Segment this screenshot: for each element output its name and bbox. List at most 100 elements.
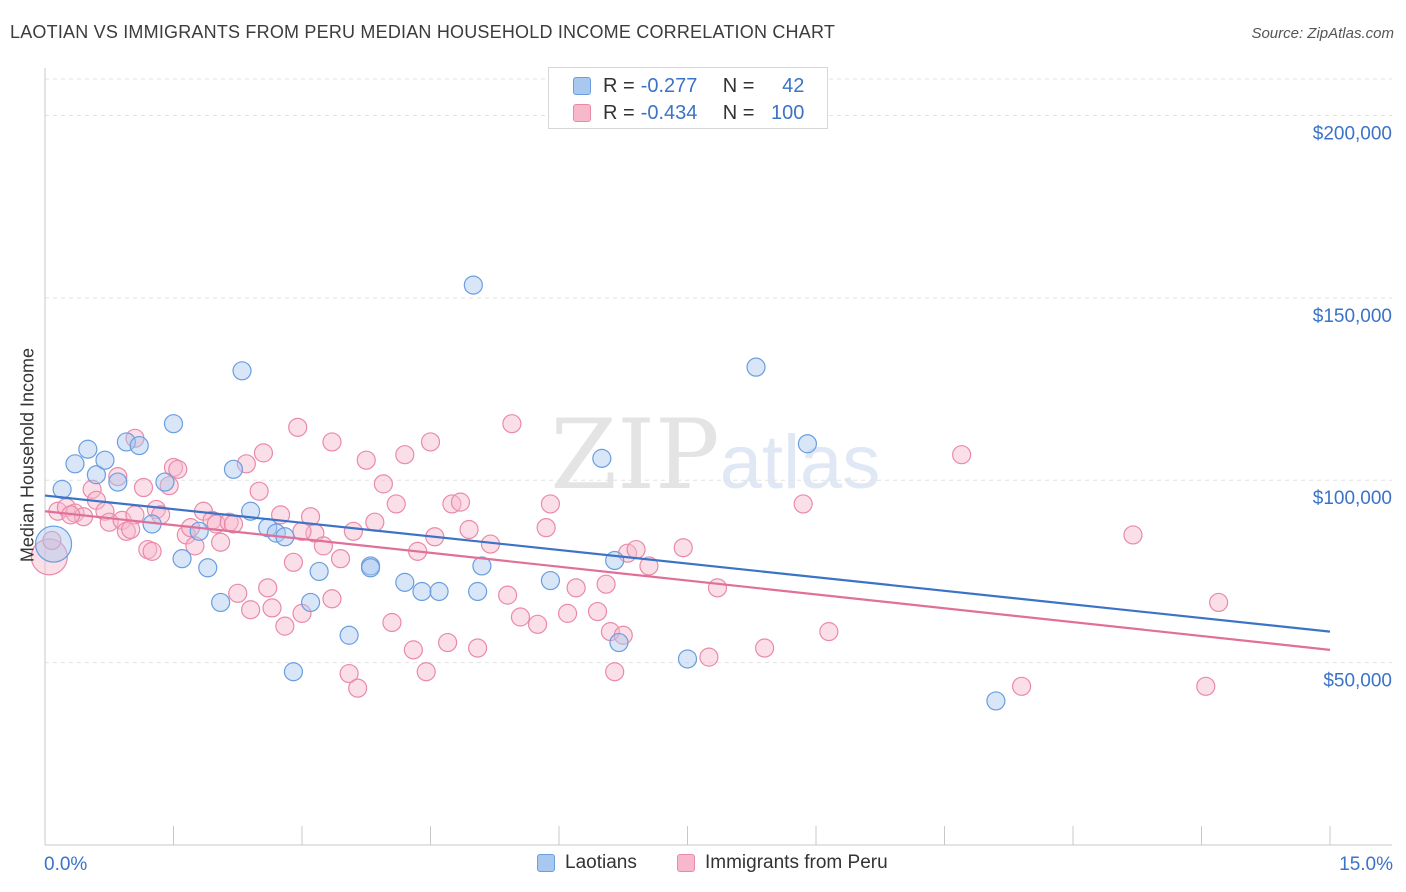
peru-point bbox=[262, 598, 282, 618]
legend-row-laotians: R = -0.277 N = 42 bbox=[573, 74, 804, 98]
peru-point bbox=[365, 512, 385, 532]
legend-swatch-peru bbox=[573, 104, 591, 122]
peru-point bbox=[249, 481, 269, 501]
legend-r-value: -0.434 bbox=[640, 101, 698, 124]
legend-n-label: N = bbox=[722, 74, 755, 97]
peru-point bbox=[168, 459, 188, 479]
source-label: Source: ZipAtlas.com bbox=[1251, 25, 1394, 42]
legend-r-label: R = bbox=[603, 74, 635, 97]
legend-n-label: N = bbox=[722, 101, 755, 124]
peru-trend-line bbox=[44, 510, 1331, 651]
x-tick-label: 15.0% bbox=[1339, 854, 1393, 875]
laotian-point bbox=[86, 465, 107, 485]
legend-n-value: 42 bbox=[782, 74, 805, 97]
peru-point bbox=[356, 450, 376, 470]
laotian-point bbox=[592, 448, 612, 468]
laotian-point bbox=[360, 558, 381, 578]
laotian-point bbox=[95, 450, 115, 470]
peru-point bbox=[450, 492, 471, 512]
laotian-point bbox=[746, 357, 766, 377]
laotian-point bbox=[129, 435, 149, 456]
peru-point bbox=[540, 494, 561, 514]
peru-point bbox=[275, 616, 295, 636]
peru-point bbox=[403, 640, 423, 660]
laotian-point bbox=[108, 472, 128, 492]
y-axis-label: Median Household Income bbox=[17, 347, 38, 563]
laotian-point bbox=[339, 625, 359, 645]
y-tick-label: $200,000 bbox=[1313, 123, 1392, 144]
peru-point bbox=[793, 494, 813, 514]
peru-point bbox=[1209, 592, 1229, 613]
peru-point bbox=[330, 549, 351, 569]
laotian-point bbox=[163, 414, 184, 434]
laotian-point bbox=[172, 549, 192, 569]
legend-row-peru: R = -0.434 N = 100 bbox=[573, 101, 804, 125]
peru-point bbox=[30, 538, 68, 576]
peru-point bbox=[699, 647, 719, 667]
peru-point bbox=[819, 622, 839, 642]
peru-point bbox=[253, 443, 274, 463]
bottom-legend-label-peru: Immigrants from Peru bbox=[705, 852, 888, 873]
peru-point bbox=[510, 607, 531, 627]
peru-point bbox=[241, 600, 261, 620]
laotian-point bbox=[309, 561, 329, 582]
peru-point bbox=[288, 417, 308, 437]
laotian-point bbox=[472, 556, 492, 576]
legend-n-value: 100 bbox=[771, 101, 805, 124]
laotian-point bbox=[223, 459, 244, 479]
peru-point bbox=[596, 574, 616, 594]
laotian-point bbox=[189, 521, 209, 541]
bottom-legend-label-laotians: Laotians bbox=[565, 852, 637, 873]
y-tick-label: $50,000 bbox=[1323, 671, 1392, 692]
peru-point bbox=[459, 519, 479, 540]
y-tick-label: $150,000 bbox=[1313, 306, 1392, 327]
correlation-legend: R = -0.277 N = 42 R = -0.434 N = 100 bbox=[548, 67, 828, 129]
laotian-point bbox=[540, 570, 561, 591]
peru-point bbox=[339, 663, 359, 684]
peru-point bbox=[527, 614, 548, 634]
laotian-point bbox=[116, 432, 136, 452]
peru-point bbox=[566, 578, 586, 598]
bottom-legend-laotians: Laotians bbox=[537, 852, 637, 874]
peru-point bbox=[386, 494, 406, 514]
peru-point bbox=[605, 662, 625, 682]
peru-point bbox=[382, 612, 402, 633]
peru-point bbox=[754, 638, 775, 658]
laotian-point bbox=[211, 592, 231, 613]
peru-point bbox=[82, 479, 102, 499]
peru-point bbox=[42, 530, 62, 551]
peru-point bbox=[626, 539, 646, 560]
laotian-point bbox=[198, 558, 218, 578]
watermark-atlas: atlas bbox=[720, 420, 881, 505]
peru-point bbox=[348, 678, 368, 698]
peru-point bbox=[707, 578, 728, 598]
watermark-zip: ZIP bbox=[550, 399, 719, 511]
peru-point bbox=[133, 477, 154, 498]
peru-point bbox=[468, 638, 488, 658]
peru-point bbox=[639, 556, 659, 576]
peru-point bbox=[258, 578, 278, 598]
peru-point bbox=[395, 445, 415, 465]
laotian-point bbox=[395, 572, 415, 592]
laotian-point bbox=[609, 632, 629, 653]
laotian-point bbox=[78, 439, 98, 459]
laotian-point bbox=[300, 592, 321, 613]
peru-point bbox=[322, 432, 342, 452]
laotian-point bbox=[986, 691, 1006, 711]
laotian-point bbox=[155, 472, 175, 492]
peru-point bbox=[211, 532, 231, 552]
peru-point bbox=[420, 432, 441, 452]
peru-point bbox=[498, 585, 518, 605]
peru-point bbox=[283, 552, 304, 572]
peru-point bbox=[587, 601, 608, 622]
peru-point bbox=[228, 583, 248, 603]
peru-point bbox=[1011, 676, 1032, 696]
laotian-point bbox=[468, 581, 488, 602]
chart-title: LAOTIAN VS IMMIGRANTS FROM PERU MEDIAN H… bbox=[10, 22, 836, 42]
laotian-point bbox=[429, 581, 449, 602]
peru-point bbox=[536, 518, 556, 538]
peru-point bbox=[557, 603, 578, 623]
laotian-point bbox=[463, 275, 483, 295]
bottom-legend-swatch-laotians bbox=[537, 854, 555, 872]
